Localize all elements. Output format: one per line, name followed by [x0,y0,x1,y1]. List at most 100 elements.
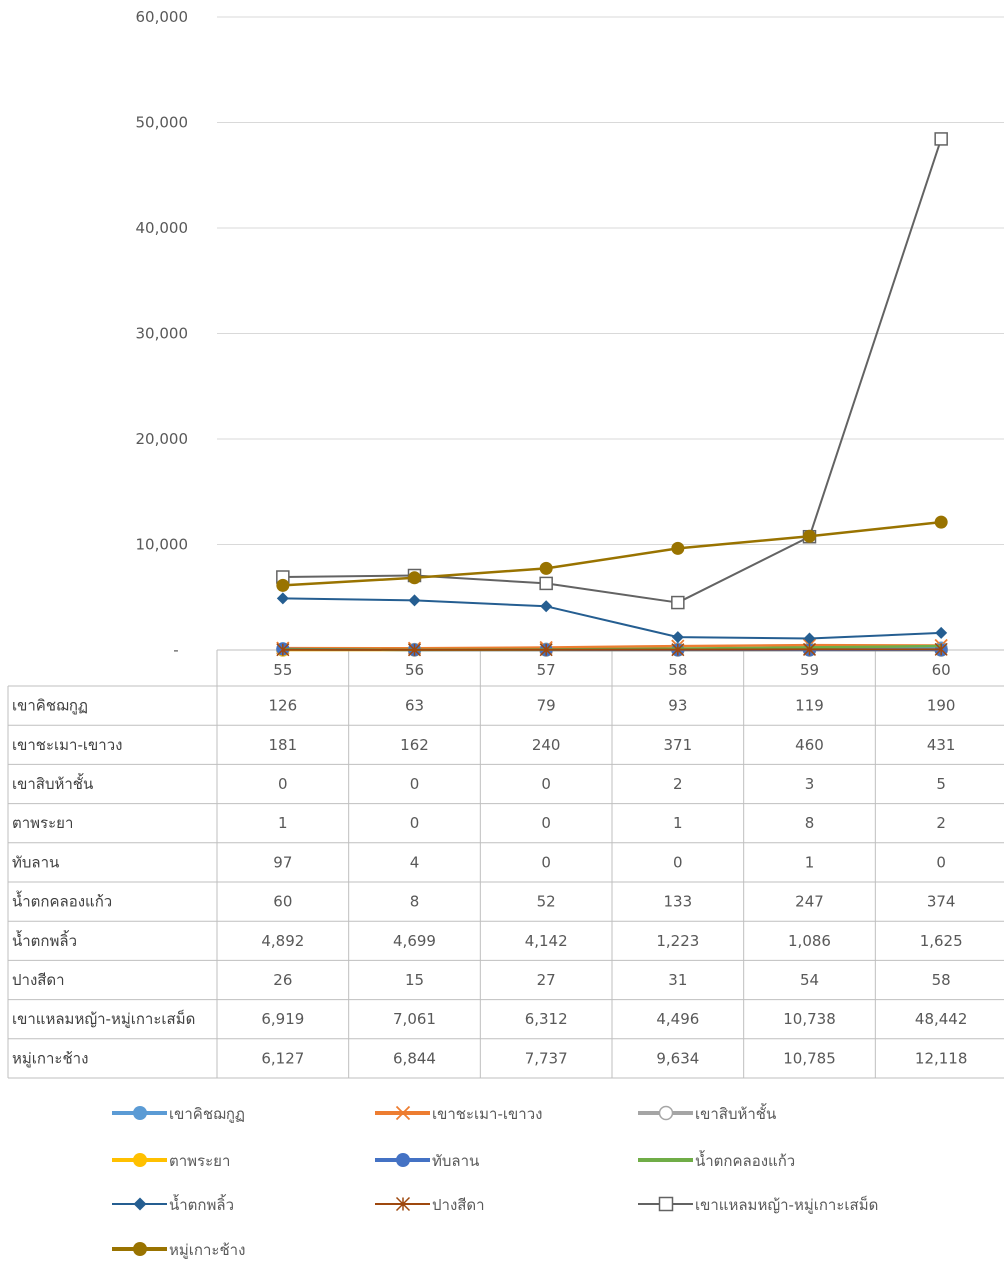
data-point [396,1153,410,1167]
table-cell: 7,737 [525,1049,568,1067]
table-cell: 3 [805,775,815,793]
table-cell: 2 [673,775,683,793]
table-cell: 4,699 [393,932,436,950]
legend-label: เขาชะเมา-เขาวง [432,1105,542,1123]
table-row-label: เขาชะเมา-เขาวง [12,736,122,754]
table-cell: 0 [410,775,420,793]
table-cell: 48,442 [915,1010,968,1028]
legend-label: ทับลาน [432,1152,479,1170]
data-point [935,133,947,145]
table-cell: 1 [673,814,683,832]
data-point [540,562,553,575]
table-cell: 79 [537,697,556,715]
table-cell: 15 [405,971,424,989]
table-cell: 8 [410,893,420,911]
y-tick-label: 30,000 [136,325,189,343]
legend-item: ปางสีดา [375,1196,485,1214]
y-tick-label: - [173,641,178,659]
series-line [283,598,941,638]
table-cell: 0 [673,853,683,871]
table-cell: 0 [410,814,420,832]
category-label: 57 [537,661,556,679]
table-row-label: ทับลาน [12,853,59,871]
table-cell: 133 [664,893,693,911]
table-cell: 31 [668,971,687,989]
legend-item: เขาชะเมา-เขาวง [375,1105,542,1123]
legend-label: น้ำตกคลองแก้ว [695,1150,795,1170]
table-cell: 4,496 [656,1010,699,1028]
legend-item: น้ำตกคลองแก้ว [638,1150,795,1170]
y-tick-label: 50,000 [136,114,189,132]
table-row-label: น้ำตกพลิ้ว [12,930,77,950]
table-cell: 9,634 [656,1049,699,1067]
table-row-label: เขาสิบห้าชั้น [12,773,93,793]
table-cell: 1,223 [656,932,699,950]
table-cell: 1 [278,814,288,832]
data-point [134,1198,147,1211]
data-point [804,633,816,645]
table-row-label: เขาแหลมหญ้า-หมู่เกาะเสม็ด [12,1009,195,1028]
table-row-label: น้ำตกคลองแก้ว [12,891,112,911]
table-cell: 8 [805,814,815,832]
series-หมู่เกาะช้าง [276,516,947,592]
data-point [935,516,948,529]
table-cell: 7,061 [393,1010,436,1028]
series-น้ำตกพลิ้ว [277,592,947,644]
table-cell: 1,086 [788,932,831,950]
table-cell: 0 [541,775,551,793]
table-cell: 240 [532,736,561,754]
table-cell: 4,892 [261,932,304,950]
data-point [276,579,289,592]
legend-item: เขาคิชฌกูฏ [112,1105,245,1123]
legend: เขาคิชฌกูฏ เขาชะเมา-เขาวง เขาสิบห้าชั้นตาพ… [112,1103,878,1259]
data-point [540,577,552,589]
table-cell: 58 [932,971,951,989]
table-cell: 119 [795,697,824,715]
table-cell: 5 [936,775,946,793]
table-cell: 27 [537,971,556,989]
table-cell: 10,785 [783,1049,836,1067]
data-point [133,1242,147,1256]
data-point [660,1198,673,1211]
data-point [660,1107,673,1120]
table-cell: 93 [668,697,687,715]
y-tick-label: 20,000 [136,430,189,448]
legend-label: น้ำตกพลิ้ว [169,1194,234,1214]
table-cell: 0 [278,775,288,793]
table-cell: 1,625 [920,932,963,950]
legend-item: ตาพระยา [112,1152,230,1170]
data-point [133,1153,147,1167]
table-cell: 126 [269,697,298,715]
data-point [408,571,421,584]
table-cell: 12,118 [915,1049,968,1067]
legend-label: เขาแหลมหญ้า-หมู่เกาะเสม็ด [695,1195,878,1214]
table-cell: 4,142 [525,932,568,950]
table-row-label: ตาพระยา [12,814,73,832]
table-cell: 2 [936,814,946,832]
data-point [935,627,947,639]
data-point [409,594,421,606]
data-point [672,597,684,609]
table-cell: 4 [410,853,420,871]
table-cell: 26 [273,971,292,989]
table-cell: 0 [541,853,551,871]
legend-item: น้ำตกพลิ้ว [112,1194,234,1214]
legend-label: เขาคิชฌกูฏ [169,1105,245,1123]
table-cell: 1 [805,853,815,871]
data-point [133,1106,147,1120]
table-cell: 0 [541,814,551,832]
table-cell: 6,919 [261,1010,304,1028]
table-cell: 60 [273,893,292,911]
table-cell: 181 [269,736,298,754]
legend-label: เขาสิบห้าชั้น [695,1103,776,1123]
table-cell: 97 [273,853,292,871]
table-row-label: ปางสีดา [12,971,65,989]
table-cell: 374 [927,893,956,911]
series-เขาแหลมหญ้า-หมู่เกาะเสม็ด [277,133,947,609]
table-cell: 63 [405,697,424,715]
table-cell: 52 [537,893,556,911]
